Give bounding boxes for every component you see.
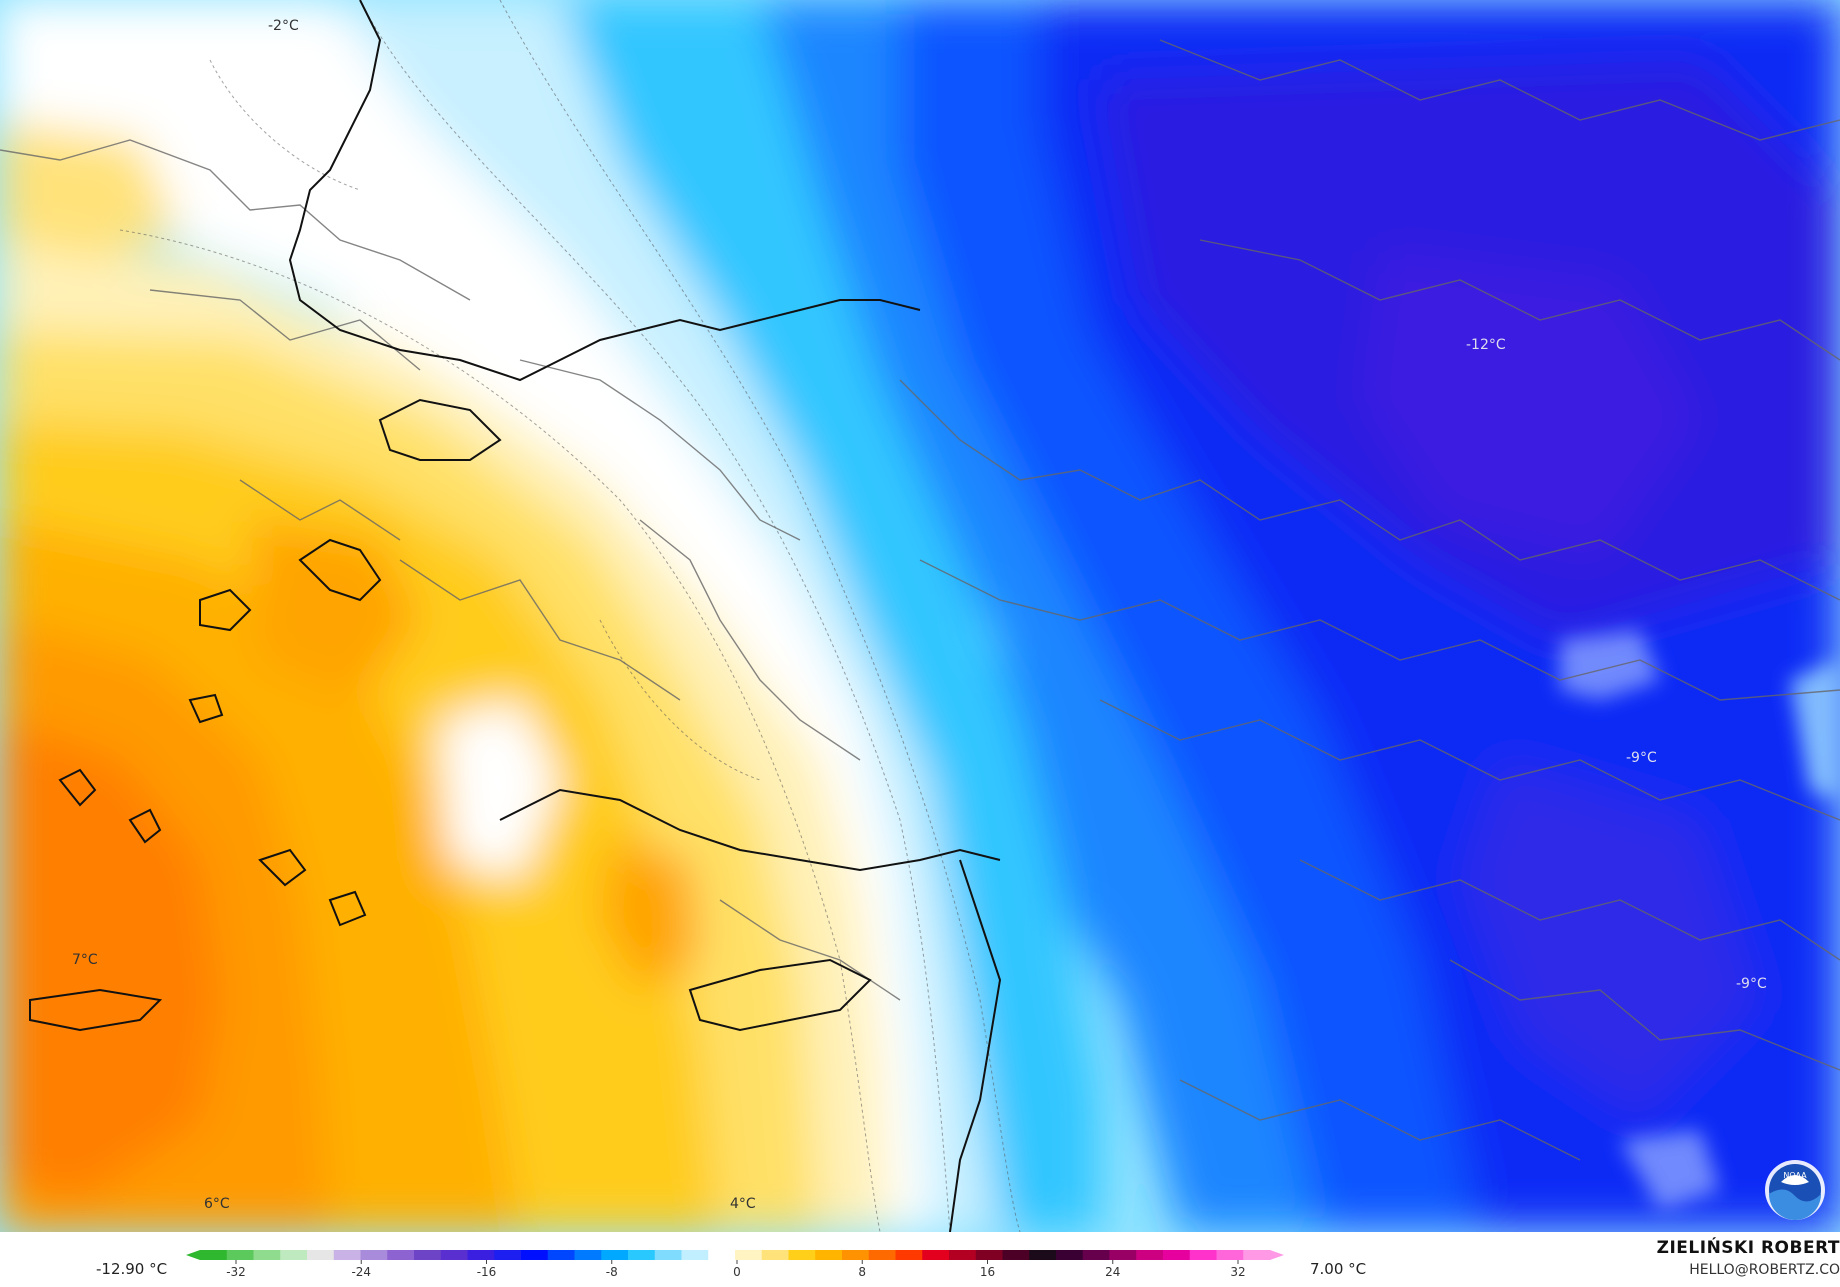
map-label: 7°C [72,952,98,968]
color-scale-cell [521,1250,549,1260]
color-scale-cell [1056,1250,1084,1260]
color-scale-cell [735,1250,763,1260]
map-label: -12°C [1466,337,1506,353]
color-scale-cell [360,1250,388,1260]
color-scale-cell [307,1250,335,1260]
noaa-logo: NOAA [1765,1160,1825,1220]
color-scale-cell [628,1250,656,1260]
isotherm-contours [119,0,1021,1232]
color-scale-cell [387,1250,415,1260]
color-scale-cell [414,1250,442,1260]
color-scale-cell [868,1250,897,1260]
color-scale-cell [708,1250,736,1260]
color-scale-tick-label: 32 [1230,1265,1245,1279]
value-labels: -2°C -12°C -9°C -9°C 7°C 6°C 4°C [72,18,1767,1212]
color-scale-cell [788,1250,816,1260]
map-label: -9°C [1626,750,1657,766]
color-scale-tick-label: 24 [1105,1265,1120,1279]
map-label: 6°C [204,1196,230,1212]
map-label: 4°C [730,1196,756,1212]
color-scale-cell [226,1250,255,1260]
color-scale: -32 -24 -16 -8 0 8 16 24 32 [186,1250,1284,1279]
color-scale-cell [922,1250,950,1260]
color-scale-cell [1082,1250,1111,1260]
color-scale-cell [333,1250,362,1260]
color-scale-ticks: -32 -24 -16 -8 0 8 16 24 32 [226,1260,1246,1279]
color-scale-cell [681,1250,709,1260]
color-scale-cell [975,1250,1004,1260]
color-scale-cell [440,1250,469,1260]
country-borders [0,39,1840,1161]
color-scale-cell [601,1250,629,1260]
color-scale-cell [895,1250,923,1260]
color-scale-right-arrow [1270,1250,1284,1260]
legend-bar: -32 -24 -16 -8 0 8 16 24 32 [0,1232,1840,1287]
color-scale-cell [280,1250,308,1260]
noaa-logo-text: NOAA [1783,1171,1807,1180]
color-scale-cell [1189,1250,1218,1260]
coastlines [29,0,1002,1232]
color-scale-cell [253,1250,281,1260]
map-label: -2°C [268,18,299,34]
color-scale-cell [815,1250,843,1260]
color-scale-cell [1216,1250,1244,1260]
color-scale-tick-label: 8 [858,1265,866,1279]
color-scale-cell [1109,1250,1137,1260]
range-min-label: -12.90 °C [96,1260,168,1278]
map-label: -9°C [1736,976,1767,992]
color-scale-cell [1029,1250,1057,1260]
color-scale-left-arrow [186,1250,200,1260]
color-scale-cell [467,1250,495,1260]
color-scale-tick-label: -16 [477,1265,497,1279]
color-scale-cell [1243,1250,1271,1260]
color-scale-cell [494,1250,522,1260]
color-scale-tick-label: -24 [351,1265,371,1279]
color-scale-cell [1136,1250,1164,1260]
color-scale-tick-label: 16 [980,1265,995,1279]
color-scale-tick-label: -32 [226,1265,246,1279]
color-scale-cell [574,1250,602,1260]
color-scale-tick-label: 0 [733,1265,741,1279]
color-scale-cell [761,1250,790,1260]
color-scale-cell [949,1250,977,1260]
color-scale-cell [842,1250,870,1260]
color-scale-cells [186,1250,1284,1260]
color-scale-cell [1163,1250,1191,1260]
color-scale-cell [654,1250,683,1260]
temperature-field [0,0,1840,1232]
credit-email: HELLO@ROBERTZ.CO [1689,1262,1840,1278]
temperature-map: -2°C -12°C -9°C -9°C 7°C 6°C 4°C NOAA [0,0,1840,1232]
color-scale-cell [547,1250,576,1260]
credit-name: ZIELIŃSKI ROBERT [1656,1238,1840,1258]
color-scale-cell [1002,1250,1030,1260]
range-max-label: 7.00 °C [1310,1260,1367,1278]
color-scale-cell [200,1250,228,1260]
color-scale-tick-label: -8 [606,1265,618,1279]
